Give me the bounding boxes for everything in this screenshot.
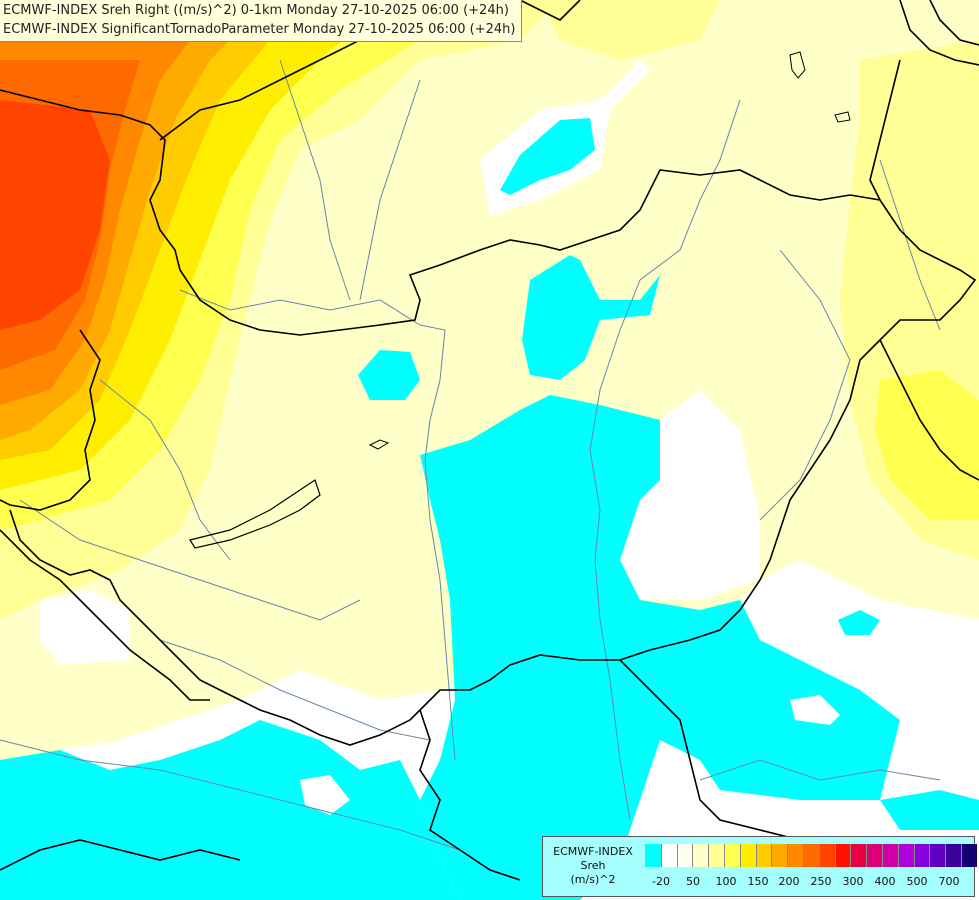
legend-swatch <box>802 844 819 867</box>
legend-swatch <box>692 844 709 867</box>
legend-title: ECMWF-INDEX <box>553 845 633 858</box>
legend-tick-label: 300 <box>842 875 864 888</box>
legend-swatch <box>771 844 788 867</box>
field-cyan-north <box>500 118 595 195</box>
legend-swatch <box>913 844 930 867</box>
legend-swatch <box>660 844 677 867</box>
legend-swatches <box>645 844 977 867</box>
border-poland-ukraine <box>899 0 979 66</box>
legend-tick-label: 200 <box>778 875 800 888</box>
border-slovenia <box>0 529 210 701</box>
legend-swatch <box>929 844 946 867</box>
field-yellow-north <box>540 0 720 60</box>
map-title-box: ECMWF-INDEX Sreh Right ((m/s)^2) 0-1km M… <box>0 0 523 42</box>
river-danube <box>179 289 456 761</box>
legend-tick-label: 500 <box>906 875 928 888</box>
river-north-2 <box>359 79 421 301</box>
legend-swatch <box>818 844 835 867</box>
field-cyan-southeast <box>880 790 979 830</box>
legend-swatch <box>881 844 898 867</box>
field-white-inner-cyan <box>790 695 840 725</box>
river-north-1 <box>279 59 351 301</box>
border-east-romania <box>879 339 979 481</box>
field-red-orange <box>0 100 110 330</box>
lake-balaton <box>189 479 321 549</box>
legend-swatch <box>708 844 724 867</box>
lake-small-2 <box>789 51 806 79</box>
river-tisza <box>589 99 741 821</box>
border-hungary <box>9 169 977 746</box>
legend-tick-label: 150 <box>747 875 769 888</box>
legend-swatch <box>645 844 661 867</box>
legend-swatch <box>960 844 977 867</box>
field-yellow-east-core <box>875 370 979 520</box>
river-west-1 <box>99 379 231 561</box>
field-cyan-north-lobe <box>522 255 660 380</box>
legend-swatch <box>834 844 851 867</box>
field-white-inner-cyan-2 <box>300 775 350 815</box>
border-west-vertical <box>0 329 101 511</box>
map-title-line1: ECMWF-INDEX Sreh Right ((m/s)^2) 0-1km M… <box>3 3 509 18</box>
border-serbia-romania <box>619 659 801 841</box>
legend-variable: Sreh <box>580 859 606 872</box>
legend-swatch <box>676 844 693 867</box>
field-cyan-east-small <box>838 610 880 635</box>
border-north-top <box>519 0 581 21</box>
legend-tick-label: -20 <box>652 875 670 888</box>
field-cyan-southwest <box>0 720 460 900</box>
legend-tick-label: 400 <box>874 875 896 888</box>
legend-swatch <box>945 844 961 867</box>
color-legend: ECMWF-INDEX Sreh (m/s)^2 -20 50 100 150 200 2… <box>542 836 977 897</box>
lake-small-1 <box>368 439 390 450</box>
border-croatia-serbia <box>419 709 521 881</box>
legend-unit: (m/s)^2 <box>570 873 616 886</box>
legend-swatch <box>866 844 882 867</box>
legend-swatch <box>850 844 867 867</box>
river-east-2 <box>879 159 941 331</box>
river-west-2 <box>19 499 361 621</box>
legend-tick-label: 700 <box>938 875 960 888</box>
field-cyan-west-blob <box>358 350 420 400</box>
border-south-bosnia <box>0 839 241 871</box>
river-sava <box>0 739 461 851</box>
legend-label: ECMWF-INDEX Sreh (m/s)^2 <box>547 845 639 887</box>
rivers <box>0 59 941 851</box>
field-white-west-patch <box>40 590 130 665</box>
map-title-line2: ECMWF-INDEX SignificantTornadoParameter … <box>3 22 516 37</box>
legend-swatch <box>755 844 772 867</box>
border-slovakia-ukraine <box>869 59 901 201</box>
river-east-1 <box>759 249 851 521</box>
legend-swatch <box>897 844 914 867</box>
legend-tick-label: 250 <box>810 875 832 888</box>
border-austria-slovakia <box>0 89 181 271</box>
border-top-right <box>929 0 979 46</box>
river-south-1 <box>699 759 941 781</box>
legend-swatch <box>787 844 803 867</box>
lake-small-3 <box>834 111 851 123</box>
legend-swatch <box>739 844 756 867</box>
legend-swatch <box>723 844 740 867</box>
legend-tick-label: 100 <box>715 875 737 888</box>
legend-tick-label: 50 <box>686 875 700 888</box>
